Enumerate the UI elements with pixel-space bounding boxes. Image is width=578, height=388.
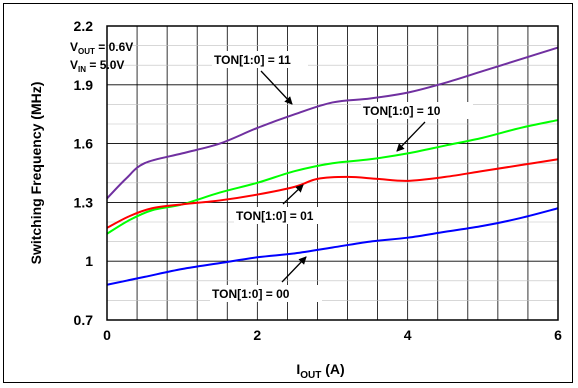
callout-10-bg (361, 102, 473, 119)
callout-ton-01: TON[1:0] = 01 (236, 209, 314, 223)
condition-vin: VIN = 5.0V (70, 58, 124, 74)
y-tick-label: 1.9 (74, 77, 94, 93)
series-line-2 (106, 158, 559, 229)
y-tick-label: 1.3 (74, 194, 94, 210)
series-line-0 (106, 46, 559, 200)
y-tick-label: 0.7 (74, 312, 94, 328)
x-tick-label: 2 (253, 327, 261, 343)
callout-ton-11: TON[1:0] = 11 (214, 53, 291, 67)
grid (107, 26, 558, 320)
callout-10-arrow (396, 121, 426, 152)
series-layer (106, 46, 559, 286)
y-tick-label: 2.2 (74, 18, 94, 34)
tick-labels: 0 2 4 6 0.7 1 1.3 1.6 1.9 2.2 (74, 18, 563, 343)
x-axis-title-main: I (296, 361, 300, 377)
series-line-1 (106, 119, 559, 235)
callout-11-bg (212, 51, 308, 68)
x-tick-label: 6 (554, 327, 562, 343)
y-tick-label: 1.6 (74, 136, 94, 152)
series-callouts: TON[1:0] = 11 TON[1:0] = 10 TON[1:0] = 0… (210, 51, 473, 302)
callout-01-arrow (282, 184, 304, 205)
x-tick-label: 4 (404, 327, 412, 343)
test-conditions: VOUT = 0.6V VIN = 5.0V (70, 40, 133, 74)
x-axis-title-sub: OUT (300, 370, 321, 381)
callout-00-bg (210, 285, 322, 302)
y-axis-title: Switching Frequency (MHz) (28, 82, 44, 265)
callout-01-bg (234, 207, 346, 224)
callout-ton-00: TON[1:0] = 00 (212, 287, 290, 301)
callout-ton-10: TON[1:0] = 10 (363, 104, 441, 118)
x-tick-label: 0 (103, 327, 111, 343)
series-line-3 (106, 207, 559, 286)
x-axis-title: IOUT (A) (296, 361, 344, 381)
x-axis-title-unit: (A) (321, 361, 344, 377)
callout-11-arrow (260, 70, 293, 105)
condition-vout: VOUT = 0.6V (70, 40, 133, 56)
callout-00-arrow (281, 256, 307, 283)
y-tick-label: 1 (85, 253, 93, 269)
plot-area-border (106, 25, 559, 321)
